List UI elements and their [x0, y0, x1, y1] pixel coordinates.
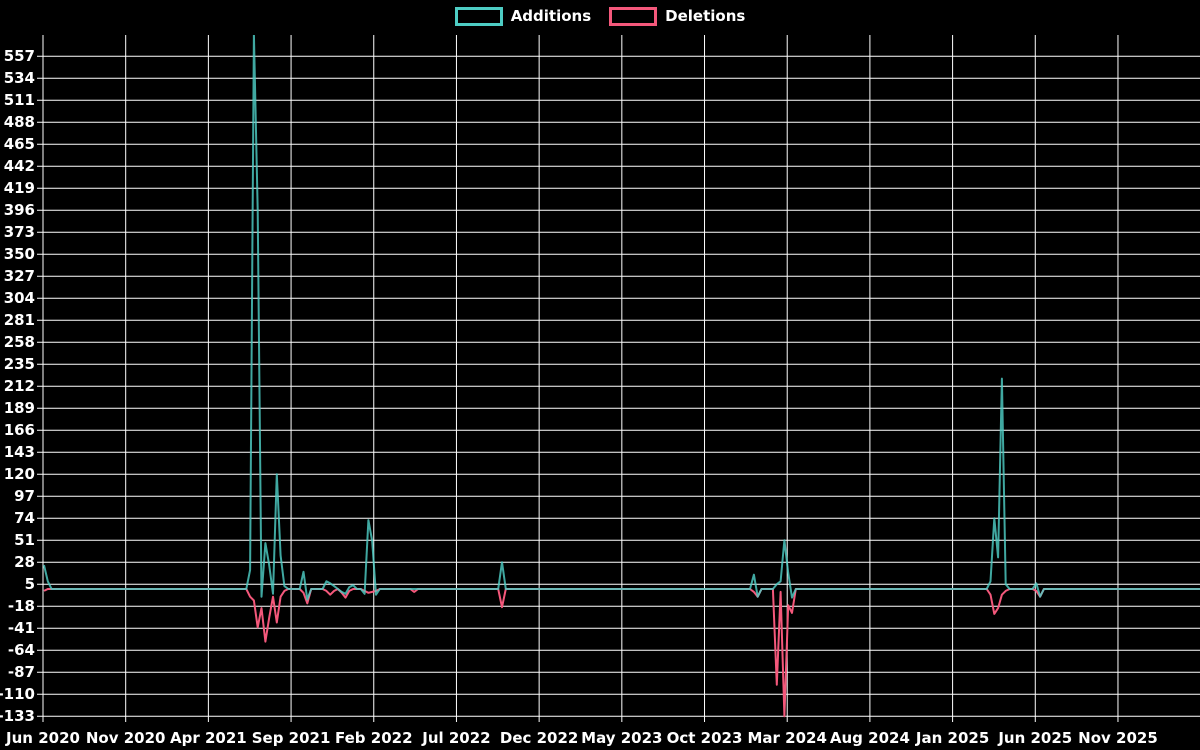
- x-tick-label: Apr 2021: [170, 729, 247, 747]
- y-tick-label: 304: [4, 289, 35, 307]
- legend-item-additions[interactable]: Additions: [454, 6, 592, 26]
- y-tick-label: 373: [4, 223, 35, 241]
- y-tick-label: -87: [8, 663, 35, 681]
- x-tick-label: Sep 2021: [252, 729, 331, 747]
- y-tick-label: 235: [4, 355, 35, 373]
- legend-item-deletions[interactable]: Deletions: [609, 6, 745, 26]
- x-tick-label: May 2023: [581, 729, 662, 747]
- x-tick-label: Jul 2022: [421, 729, 490, 747]
- y-tick-label: 511: [4, 91, 35, 109]
- x-tick-label: Mar 2024: [747, 729, 826, 747]
- x-tick-label: Jun 2020: [5, 729, 80, 747]
- y-tick-label: 327: [4, 267, 35, 285]
- y-tick-label: 166: [4, 421, 35, 439]
- y-tick-label: 97: [14, 487, 35, 505]
- y-tick-label: 258: [4, 333, 35, 351]
- additions-swatch-icon: [454, 6, 503, 26]
- x-tick-label: Feb 2022: [335, 729, 413, 747]
- chart-legend: Additions Deletions: [0, 6, 1200, 26]
- y-tick-label: 534: [4, 69, 35, 87]
- y-tick-label: 143: [4, 443, 35, 461]
- y-tick-label: 51: [14, 531, 35, 549]
- x-tick-label: Aug 2024: [830, 729, 910, 747]
- y-tick-label: 28: [14, 553, 35, 571]
- y-tick-label: 189: [4, 399, 35, 417]
- y-tick-label: 557: [4, 47, 35, 65]
- x-tick-label: Dec 2022: [500, 729, 579, 747]
- y-tick-label: -110: [0, 685, 35, 703]
- y-tick-label: 442: [4, 157, 35, 175]
- x-tick-label: Jun 2025: [997, 729, 1072, 747]
- x-tick-label: Jan 2025: [915, 729, 989, 747]
- y-tick-label: 488: [4, 113, 35, 131]
- y-tick-label: 120: [4, 465, 35, 483]
- y-tick-label: 281: [4, 311, 35, 329]
- y-tick-label: 5: [25, 575, 35, 593]
- gridlines: [37, 35, 1200, 722]
- y-tick-label: 74: [14, 509, 35, 527]
- x-tick-label: Oct 2023: [667, 729, 743, 747]
- y-tick-label: 419: [4, 179, 35, 197]
- y-tick-label: 350: [4, 245, 35, 263]
- y-tick-label: 212: [4, 377, 35, 395]
- y-tick-label: 396: [4, 201, 35, 219]
- y-tick-label: -18: [8, 597, 35, 615]
- axis-labels: 5575345114884654424193963733503273042812…: [0, 47, 1158, 747]
- x-tick-label: Nov 2025: [1078, 729, 1158, 747]
- x-tick-label: Nov 2020: [86, 729, 166, 747]
- additions-line: [43, 35, 1200, 601]
- legend-label-deletions: Deletions: [665, 7, 746, 25]
- legend-label-additions: Additions: [510, 7, 592, 25]
- y-tick-label: 465: [4, 135, 35, 153]
- deletions-swatch-icon: [609, 6, 658, 26]
- y-tick-label: -64: [8, 641, 35, 659]
- y-tick-label: -41: [8, 619, 35, 637]
- y-tick-label: -133: [0, 707, 35, 725]
